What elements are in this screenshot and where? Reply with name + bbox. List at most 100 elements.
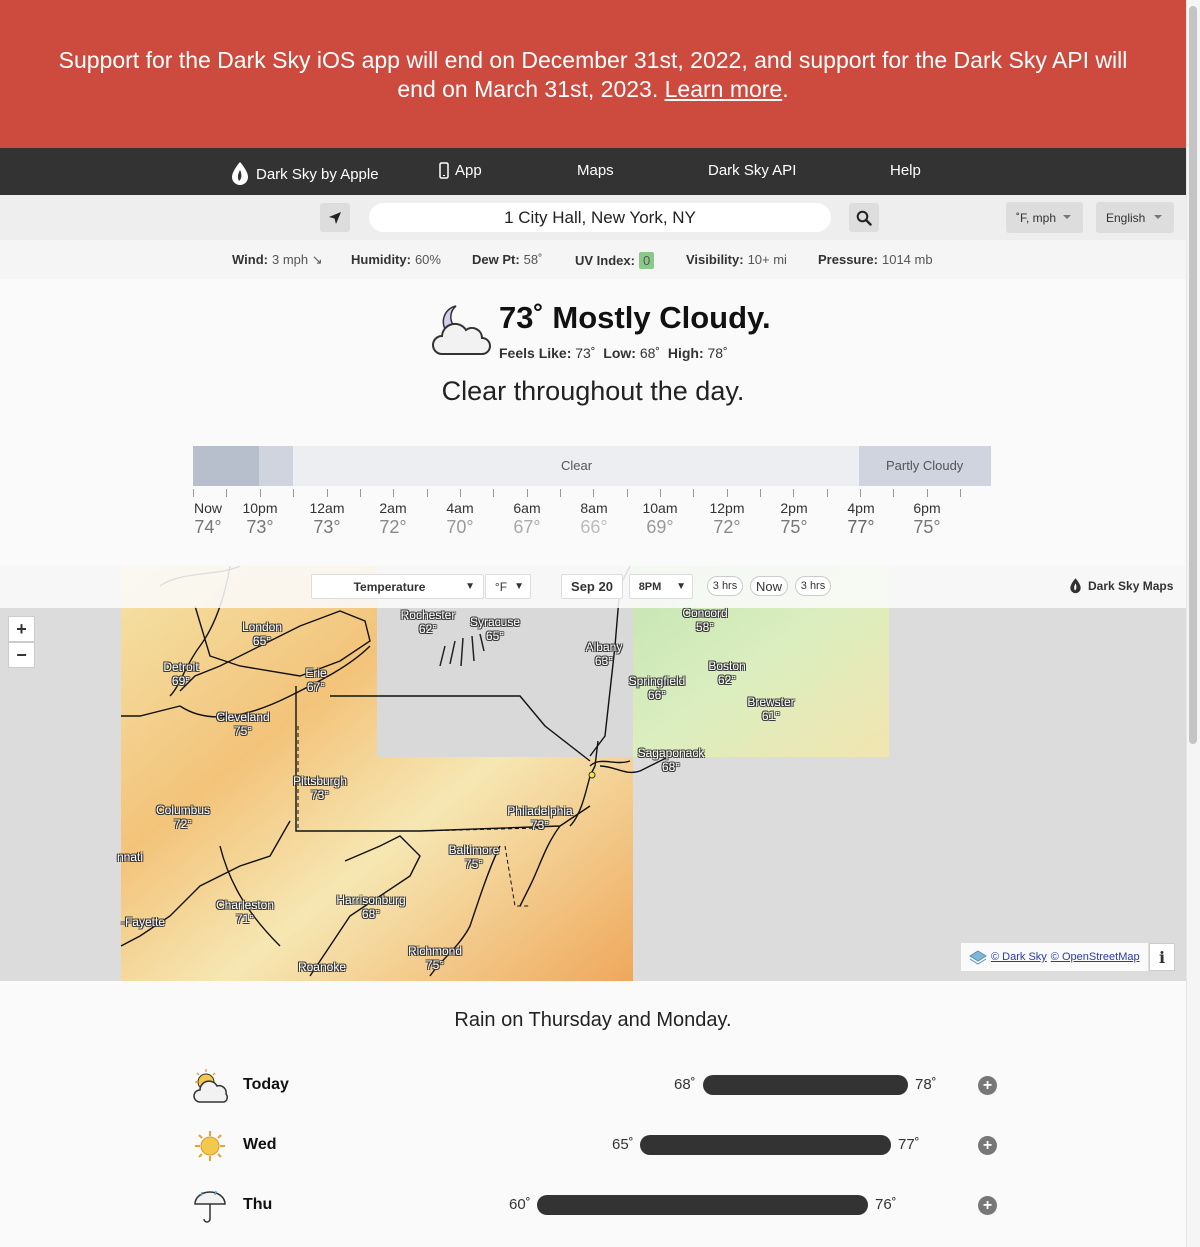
map-city-label: Baltimore 75° <box>434 843 514 871</box>
search-bar: ˚F, mph English <box>0 195 1186 240</box>
nav-api[interactable]: Dark Sky API <box>708 162 796 179</box>
map-info-button[interactable]: i <box>1149 943 1175 971</box>
city-temp: 72° <box>173 817 193 831</box>
map-city-label: -Fayette <box>103 915 183 929</box>
rain-icon <box>194 1190 226 1223</box>
city-temp: 69° <box>171 674 191 688</box>
day-low: 60˚ <box>509 1196 531 1213</box>
hourly-forecast-item[interactable]: 6pm 75° <box>902 500 952 538</box>
timeline-tick <box>226 489 227 497</box>
map-layer-select[interactable]: Temperature ▼ <box>311 574 484 599</box>
location-search-input[interactable] <box>369 203 831 232</box>
day-name: Today <box>243 1076 289 1093</box>
units-value: ˚F, mph <box>1016 210 1057 225</box>
locate-button[interactable] <box>320 203 350 232</box>
hourly-forecast-item[interactable]: Now 74° <box>183 500 233 538</box>
language-dropdown[interactable]: English <box>1096 202 1174 233</box>
hourly-timeline[interactable]: Clear Partly Cloudy <box>193 446 991 486</box>
map-now-button[interactable]: Now <box>750 576 788 596</box>
units-dropdown[interactable]: ˚F, mph <box>1006 202 1083 233</box>
search-icon <box>856 210 872 226</box>
map-attribution: © Dark Sky © OpenStreetMap <box>961 943 1148 971</box>
city-temp: 68° <box>361 907 381 921</box>
hourly-forecast-item[interactable]: 10pm 73° <box>235 500 285 538</box>
day-row-today[interactable]: Today 68˚ 78˚ + <box>0 1064 1186 1108</box>
city-name: Richmond <box>407 944 463 958</box>
openstreetmap-attribution-link[interactable]: © OpenStreetMap <box>1050 951 1140 963</box>
city-temp: 71° <box>235 912 255 926</box>
map-date-select[interactable]: Sep 20 <box>561 574 623 599</box>
dark-sky-logo-icon <box>232 162 248 185</box>
nav-app[interactable]: App <box>439 162 482 179</box>
timeline-label-clear: Clear <box>561 458 593 473</box>
timeline-tick <box>460 489 461 497</box>
timeline-segment-cloudy <box>193 446 259 486</box>
hourly-forecast-item[interactable]: 4pm 77° <box>836 500 886 538</box>
hour-time: 2pm <box>780 500 808 516</box>
timeline-tick <box>293 489 294 497</box>
day-temp-range-bar <box>537 1195 868 1215</box>
condition-value: 60% <box>414 252 441 267</box>
map-time-select[interactable]: 8PM ▼ <box>629 574 693 599</box>
clear-day-icon <box>195 1131 225 1161</box>
day-row-wed[interactable]: Wed 65˚ 77˚ + <box>0 1124 1186 1168</box>
condition-uv-index: UV Index: 0 <box>575 252 655 269</box>
hourly-forecast-item[interactable]: 10am 69° <box>635 500 685 538</box>
timeline-tick <box>693 489 694 497</box>
condition-label: Pressure: <box>818 252 878 267</box>
search-button[interactable] <box>849 203 879 232</box>
city-name: Philadelphia <box>507 804 573 818</box>
condition-label: UV Index: <box>575 253 635 268</box>
timeline-tick <box>960 489 961 497</box>
current-temp-summary: 73˚ Mostly Cloudy. <box>499 300 771 335</box>
map-time-value: 8PM <box>638 580 662 593</box>
map-forward-button[interactable]: 3 hrs <box>795 576 831 596</box>
map-layer-value: Temperature <box>353 579 426 594</box>
timeline-segment-clear: Clear <box>293 446 859 486</box>
chevron-down-icon: ▼ <box>465 581 475 592</box>
condition-value: 10+ mi <box>747 252 787 267</box>
hour-time: 2am <box>379 500 407 516</box>
hourly-forecast-item[interactable]: 6am 67° <box>502 500 552 538</box>
nav-help-label: Help <box>890 162 921 179</box>
hour-temp: 77° <box>847 517 875 537</box>
map-city-label: Philadelphia 73° <box>500 804 580 832</box>
low-label: Low: <box>603 345 636 361</box>
hour-time: 12am <box>309 500 345 516</box>
expand-day-button[interactable]: + <box>978 1136 997 1155</box>
nav-brand[interactable]: Dark Sky by Apple <box>230 162 379 186</box>
hourly-forecast-item[interactable]: 4am 70° <box>435 500 485 538</box>
nav-help[interactable]: Help <box>890 162 921 179</box>
hourly-forecast-item[interactable]: 12am 73° <box>302 500 352 538</box>
chevron-down-icon <box>1154 215 1162 219</box>
dark-sky-maps-link[interactable]: Dark Sky Maps <box>1069 578 1173 594</box>
zoom-out-button[interactable]: − <box>8 642 35 668</box>
city-temp: 58° <box>695 620 715 634</box>
timeline-tick <box>193 489 194 497</box>
day-name: Wed <box>243 1136 277 1153</box>
nav-maps[interactable]: Maps <box>577 162 614 179</box>
expand-day-button[interactable]: + <box>978 1196 997 1215</box>
city-temp: 63° <box>594 654 614 668</box>
expand-day-button[interactable]: + <box>978 1076 997 1095</box>
day-row-thu[interactable]: Thu 60˚ 76˚ + <box>0 1184 1186 1228</box>
hourly-forecast-item[interactable]: 12pm 72° <box>702 500 752 538</box>
learn-more-link[interactable]: Learn more <box>664 76 783 102</box>
feels-like-value: 73˚ <box>575 345 596 361</box>
weather-map[interactable]: London 65° Detroit 69° Erie 67° Cleveland 75° Ro… <box>0 566 1186 981</box>
hourly-forecast-item[interactable]: 2am 72° <box>368 500 418 538</box>
scrollbar-thumb[interactable] <box>1189 6 1197 744</box>
hourly-forecast-item[interactable]: 2pm 75° <box>769 500 819 538</box>
hourly-forecast-item[interactable]: 8am 66° <box>569 500 619 538</box>
map-layers-icon <box>969 950 987 965</box>
chevron-down-icon: ▼ <box>514 581 524 592</box>
map-back-button[interactable]: 3 hrs <box>707 576 743 596</box>
map-city-label: Columbus 72° <box>143 803 223 831</box>
city-temp: 75° <box>464 857 484 871</box>
timeline-tick <box>927 489 928 497</box>
city-name: Baltimore <box>448 843 500 857</box>
zoom-in-button[interactable]: + <box>8 616 35 642</box>
dark-sky-attribution-link[interactable]: © Dark Sky <box>991 951 1047 963</box>
map-unit-select[interactable]: °F ▼ <box>485 574 531 599</box>
map-date-value: Sep 20 <box>571 579 613 594</box>
